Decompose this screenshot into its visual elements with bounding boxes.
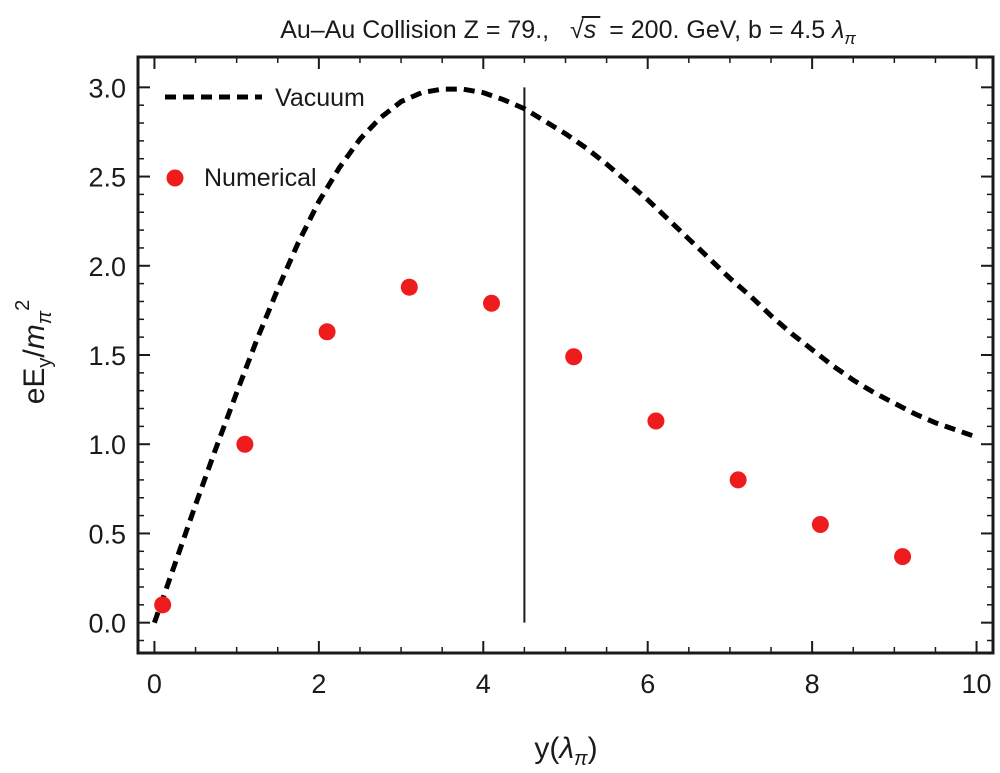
numerical-point	[811, 516, 829, 534]
x-axis-label: y(λπ)	[534, 732, 597, 770]
x-tick-label: 10	[962, 669, 992, 699]
x-tick-label: 6	[640, 669, 655, 699]
y-axis-label-e: eE	[18, 368, 51, 405]
x-tick-label: 4	[476, 669, 491, 699]
numerical-point	[894, 548, 912, 566]
y-tick-label: 1.5	[88, 341, 126, 371]
y-axis-label-slash: /	[18, 349, 51, 358]
axis-ticks	[138, 57, 993, 653]
legend-numerical-swatch	[166, 169, 184, 187]
numerical-point	[154, 596, 172, 614]
x-axis-label-pi: π	[574, 748, 588, 770]
y-axis-label-m: m	[18, 324, 51, 349]
title-prefix: Au–Au Collision Z = 79.,	[280, 16, 549, 44]
numerical-point	[400, 278, 418, 296]
y-axis-label: eEy/mπ2	[12, 300, 56, 405]
title-sqrt-radical: √	[570, 16, 584, 44]
y-tick-label: 0.0	[88, 609, 126, 639]
chart-title: Au–Au Collision Z = 79., √s = 200. GeV, …	[280, 16, 856, 48]
axis-tick-labels: 0 2 4 6 8 10 0.0 0.5 1.0 1.5 2.0 2.5 3.0	[88, 73, 991, 699]
title-pi-sub: π	[844, 29, 856, 48]
y-tick-label: 1.0	[88, 430, 126, 460]
y-tick-label: 2.5	[88, 163, 126, 193]
title-sqrt-arg: s	[584, 16, 597, 44]
numerical-point	[647, 412, 665, 430]
numerical-point	[565, 348, 583, 366]
y-tick-label: 3.0	[88, 73, 126, 103]
title-suffix: = 200. GeV, b = 4.5	[609, 16, 832, 44]
legend-vacuum-label: Vacuum	[275, 84, 365, 112]
x-axis-label-lambda: λ	[557, 732, 574, 765]
series-vacuum-line	[152, 86, 978, 624]
title-lambda: λ	[830, 16, 844, 44]
legend: Vacuum Numerical	[165, 84, 365, 192]
x-tick-label: 0	[147, 669, 162, 699]
x-axis-label-pre: y(	[534, 732, 559, 765]
numerical-point	[318, 323, 336, 341]
y-axis-label-y-sub: y	[34, 358, 56, 368]
x-tick-label: 8	[805, 669, 820, 699]
y-tick-label: 2.0	[88, 252, 126, 282]
y-axis-label-sq: 2	[12, 300, 34, 311]
y-tick-label: 0.5	[88, 519, 126, 549]
x-tick-label: 2	[311, 669, 326, 699]
series-numerical-points	[154, 278, 912, 614]
legend-numerical-label: Numerical	[204, 164, 317, 192]
y-axis-label-pi-sub: π	[34, 310, 56, 324]
numerical-point	[483, 294, 501, 312]
x-axis-label-post: )	[588, 732, 598, 765]
numerical-point	[236, 435, 254, 453]
numerical-point	[729, 471, 747, 489]
